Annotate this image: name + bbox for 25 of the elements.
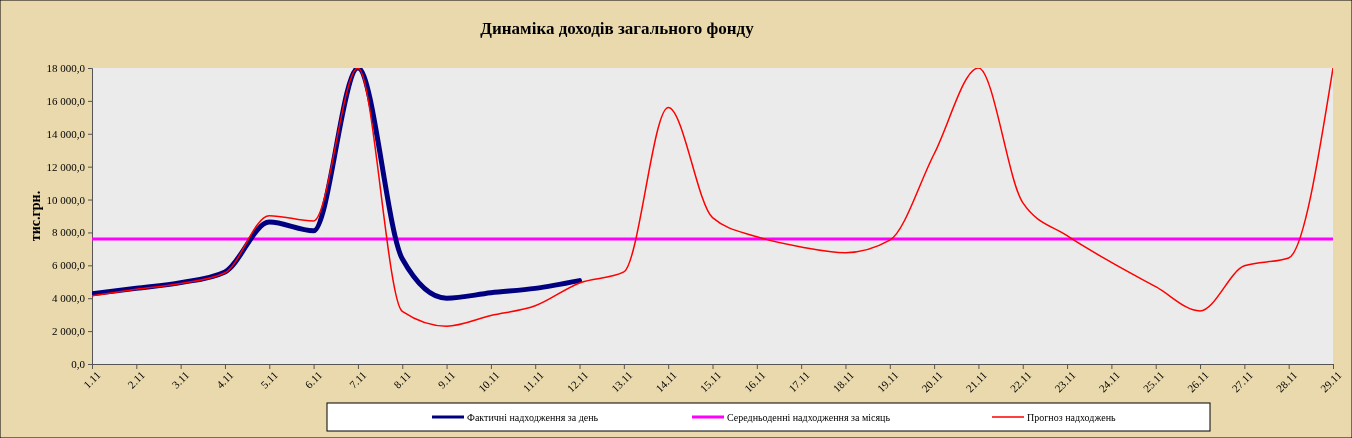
- y-tick-label: 18 000,0: [46, 62, 86, 75]
- legend-label: Прогноз надходжень: [1027, 412, 1116, 423]
- y-tick-label: 10 000,0: [46, 193, 86, 206]
- x-tick-label: 9.11: [435, 368, 458, 391]
- x-tick-label: 5.11: [258, 368, 280, 391]
- chart-title: Динаміка доходів загального фонду: [480, 19, 755, 38]
- y-tick-label: 4 000,0: [52, 292, 86, 305]
- x-tick-label: 4.11: [213, 368, 236, 391]
- y-tick-label: 14 000,0: [46, 127, 86, 140]
- legend-label: Фактичні надходження за день: [467, 412, 599, 423]
- x-tick-label: 7.11: [346, 368, 369, 391]
- line-series: [92, 68, 1333, 327]
- x-tick-label: 8.11: [391, 368, 413, 391]
- legend-label: Середньоденні надходження за місяць: [727, 412, 891, 423]
- y-tick-label: 12 000,0: [46, 160, 86, 173]
- y-tick-label: 2 000,0: [52, 325, 86, 338]
- x-tick-label: 1.11: [80, 368, 103, 391]
- y-tick-label: 16 000,0: [46, 94, 86, 107]
- y-tick-label: 6 000,0: [52, 259, 86, 272]
- y-tick-label: 0,0: [71, 358, 86, 371]
- y-axis-title: тис.грн.: [28, 190, 43, 242]
- y-tick-label: 8 000,0: [52, 226, 86, 239]
- x-tick-label: 3.11: [169, 368, 192, 391]
- x-tick-label: 2.11: [125, 368, 147, 391]
- x-tick-label: 6.11: [302, 368, 325, 391]
